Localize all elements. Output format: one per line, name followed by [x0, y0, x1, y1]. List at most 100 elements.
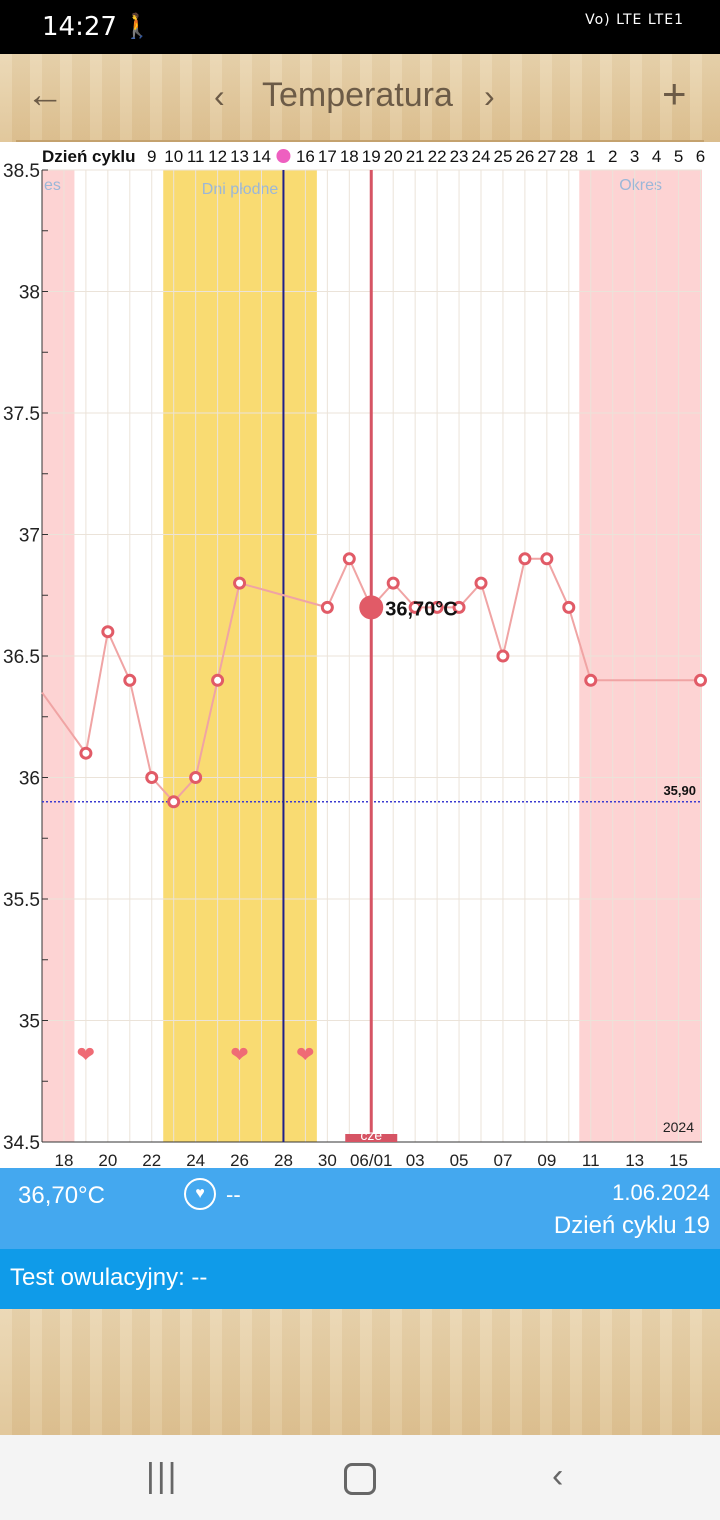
y-tick-label: 36.5: [3, 647, 40, 668]
x-tick-label: 30: [318, 1151, 337, 1168]
x-tick-label: 20: [98, 1151, 117, 1168]
cycle-day: Dzień cyklu 19: [553, 1212, 710, 1239]
period-zone-label: Okres: [619, 177, 662, 194]
heart-icon: ❤: [296, 1043, 314, 1068]
data-point: [430, 600, 444, 614]
status-bar: 14:27 🚶 Vo) LTE LTE1: [0, 0, 720, 54]
chevron-left-icon[interactable]: ‹: [214, 78, 225, 114]
data-point: [694, 673, 707, 687]
y-tick-label: 37.5: [3, 404, 40, 425]
cycle-day-label: 24: [472, 147, 491, 166]
cycle-day-label: 1: [586, 147, 595, 166]
page-title: Temperatura: [262, 76, 453, 114]
cycle-day-label: 28: [559, 147, 578, 166]
home-icon[interactable]: o: [344, 1463, 376, 1495]
selected-day-tab: [345, 1134, 398, 1142]
y-tick-label: 35: [19, 1012, 40, 1033]
x-tick-label: 24: [186, 1151, 205, 1168]
data-point: [211, 673, 225, 687]
data-point: [386, 576, 400, 590]
cycle-day-label: 25: [493, 147, 512, 166]
x-tick-label: 18: [54, 1151, 73, 1168]
coverline-label: 35,90: [663, 783, 696, 798]
fertile-window-label: Dni płodne: [202, 181, 279, 198]
x-tick-label: 07: [493, 1151, 512, 1168]
plus-icon[interactable]: +: [662, 70, 687, 117]
data-point: [540, 552, 554, 566]
chevron-right-icon[interactable]: ›: [484, 78, 495, 114]
cycle-header-label: Dzień cyklu: [42, 147, 136, 166]
x-tick-label: 05: [450, 1151, 469, 1168]
cycle-day-label: 6: [696, 147, 705, 166]
x-tick-label: 03: [406, 1151, 425, 1168]
y-tick-label: 34.5: [3, 1133, 40, 1154]
y-tick-label: 38.5: [3, 161, 40, 182]
cycle-day-label: 9: [147, 147, 156, 166]
x-tick-label: 22: [142, 1151, 161, 1168]
x-tick-label: 06/01: [350, 1151, 393, 1168]
selected-weekday: cze: [360, 1127, 382, 1143]
x-tick-label: 13: [625, 1151, 644, 1168]
data-point: [189, 771, 203, 784]
period-zone-label: es: [44, 177, 61, 194]
cycle-day-label: 16: [296, 147, 315, 166]
y-tick-label: 36: [19, 769, 40, 790]
cycle-day-label: 22: [428, 147, 447, 166]
back-arrow-icon[interactable]: ←: [26, 74, 64, 116]
ovulation-test-bar[interactable]: Test owulacyjny: --: [0, 1249, 720, 1309]
system-nav-bar: ||| o ‹: [0, 1435, 720, 1520]
x-tick-label: 09: [537, 1151, 556, 1168]
cycle-day-label: 18: [340, 147, 359, 166]
bottom-wood-panel: [0, 1309, 720, 1435]
data-point: [518, 552, 532, 566]
data-point: [79, 746, 93, 760]
cycle-day-label: 11: [187, 147, 205, 166]
data-point: [320, 600, 334, 614]
ovulation-test-label: Test owulacyjny: --: [10, 1264, 208, 1291]
recent-apps-icon[interactable]: |||: [146, 1457, 179, 1495]
selected-date: 1.06.2024: [612, 1180, 710, 1205]
cycle-day-label: 20: [384, 147, 403, 166]
back-nav-icon[interactable]: ‹: [552, 1457, 564, 1495]
cycle-day-label: 12: [208, 147, 227, 166]
y-tick-label: 37: [19, 526, 40, 547]
selected-temperature: 36,70°C: [18, 1182, 105, 1209]
cycle-day-label: 3: [630, 147, 639, 166]
heart-circle-icon[interactable]: ♥: [184, 1178, 216, 1210]
data-point: [584, 673, 598, 687]
x-tick-label: 28: [274, 1151, 293, 1168]
data-point: [167, 795, 181, 809]
header-divider: [16, 140, 704, 142]
cycle-day-label: 13: [230, 147, 249, 166]
data-point: [101, 625, 115, 639]
data-point: [342, 552, 356, 566]
cycle-day-label: 26: [515, 147, 534, 166]
cycle-day-label: 23: [450, 147, 469, 166]
y-tick-label: 38: [19, 283, 40, 304]
heart-icon: ❤: [230, 1043, 248, 1068]
temperature-chart[interactable]: es Okres Dni płodne 38.5 38 37.5 37 36.5 36 35.5 3…: [0, 142, 720, 1170]
data-point: [408, 600, 422, 614]
ovulation-day-marker: [276, 149, 291, 163]
selected-value-label: 36,70°C: [385, 598, 458, 620]
intercourse-value: --: [226, 1182, 241, 1207]
cycle-day-label: 10: [164, 147, 183, 166]
status-time: 14:27: [42, 12, 117, 42]
walk-icon: 🚶: [122, 13, 152, 40]
data-point: [452, 600, 466, 614]
data-point: [123, 673, 137, 687]
status-indicators: Vo) LTE LTE1: [585, 12, 684, 28]
heart-icon: ❤: [77, 1043, 95, 1068]
cycle-day-label: 5: [674, 147, 683, 166]
data-point: [474, 576, 488, 590]
data-point: [496, 649, 510, 663]
cycle-day-label: 14: [252, 147, 271, 166]
cycle-day-label: 17: [318, 147, 337, 166]
cycle-day-label: 4: [652, 147, 661, 166]
cycle-day-label: 2: [608, 147, 617, 166]
cycle-day-label: 27: [537, 147, 556, 166]
top-app-bar: ← ‹ Temperatura › +: [0, 54, 720, 142]
data-point: [562, 600, 576, 614]
x-tick-label: 26: [230, 1151, 249, 1168]
